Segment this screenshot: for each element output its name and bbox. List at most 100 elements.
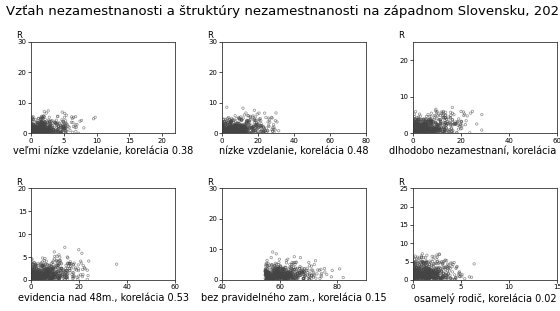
Point [267,263,276,268]
Point [424,277,433,282]
Point [418,124,427,129]
Point [433,109,442,114]
Point [53,120,62,125]
Point [32,120,41,125]
Point [437,130,446,135]
Point [419,271,428,276]
Point [414,270,423,275]
Point [33,275,42,280]
Point [427,126,436,131]
Point [34,130,43,135]
Point [30,128,39,133]
Point [217,123,226,128]
Point [418,275,427,280]
Point [238,123,247,128]
Point [28,265,37,270]
Point [408,120,417,125]
Point [412,275,421,280]
Point [292,267,301,272]
Point [261,270,270,275]
Point [69,262,78,267]
Point [278,277,287,282]
Point [65,125,74,130]
Point [237,124,246,129]
Point [423,264,432,269]
Point [36,127,45,132]
Point [34,277,43,282]
Point [37,274,46,279]
Point [435,277,444,282]
Point [30,263,39,268]
Point [35,277,44,282]
Point [37,275,46,280]
Point [31,269,40,274]
Point [424,274,433,279]
Point [431,272,440,277]
Point [282,265,291,270]
Point [286,262,295,267]
Point [419,126,428,131]
Point [223,123,232,128]
Point [35,271,44,276]
Point [239,128,248,133]
Point [412,123,421,128]
Point [228,130,237,135]
Point [29,122,38,127]
Point [419,124,428,129]
Point [38,266,46,271]
Point [233,127,242,132]
Point [274,269,283,274]
Point [235,124,244,129]
Point [270,272,279,277]
Point [309,270,318,275]
Point [53,122,62,127]
Point [429,270,438,275]
Point [417,273,426,278]
Point [236,126,245,131]
Point [221,131,230,136]
Point [46,274,55,279]
Point [242,126,251,131]
Point [235,117,244,122]
Point [58,272,67,277]
Point [424,267,433,272]
Point [285,276,294,281]
Point [34,131,43,136]
Point [48,269,57,274]
Point [50,273,59,278]
Point [262,130,270,135]
Point [420,271,429,276]
Point [410,275,419,280]
Point [263,274,272,279]
Point [413,275,422,280]
Point [409,276,418,281]
Point [41,120,50,125]
Point [459,109,468,114]
Point [27,126,36,131]
Point [313,267,322,272]
Point [427,263,436,268]
Point [34,276,43,281]
Point [39,271,48,276]
Point [265,271,274,276]
Point [29,125,38,130]
Point [279,277,288,282]
Point [222,128,231,132]
Point [49,272,58,277]
Point [415,121,424,126]
Point [32,275,41,280]
Point [222,118,231,123]
Point [451,122,460,127]
Point [242,121,251,126]
Point [60,272,69,277]
Point [28,126,37,131]
Point [431,127,440,132]
Point [278,267,287,272]
Point [247,123,256,128]
Point [418,128,427,133]
Point [284,272,293,277]
Point [430,277,439,282]
Point [28,129,37,134]
Point [41,128,50,133]
Point [34,127,43,132]
